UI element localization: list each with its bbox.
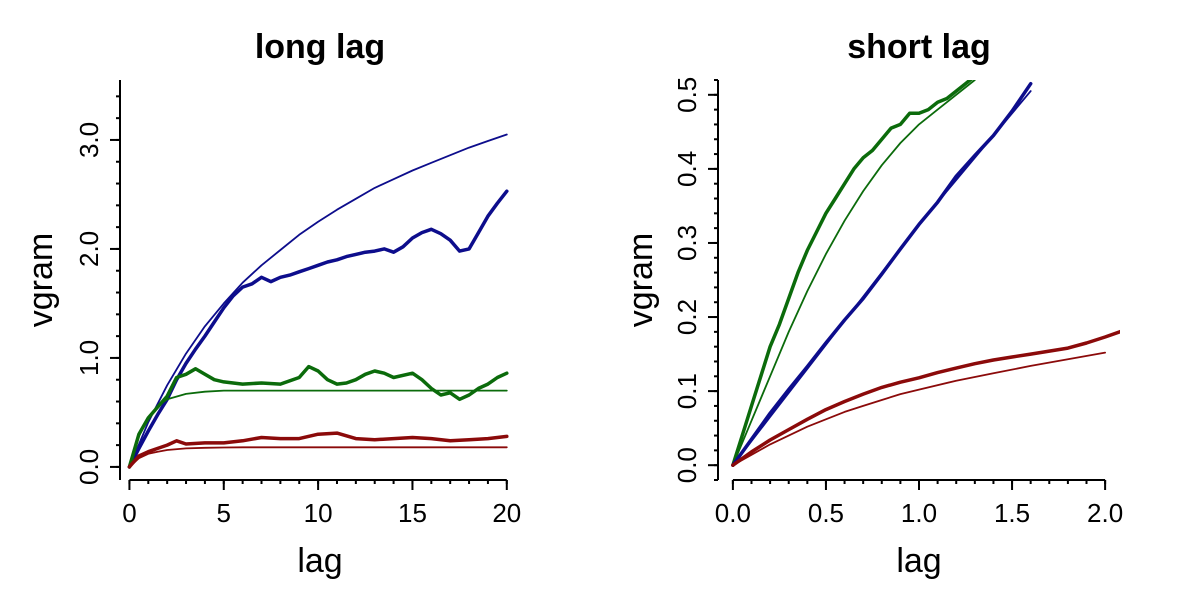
y-tick-label: 0.4 [672, 151, 702, 187]
y-tick-label: 0.3 [672, 225, 702, 261]
x-tick-label: 15 [398, 498, 427, 528]
panel-long-lag: long lag lag vgram 0.0 1.0 2.0 3.0 0 5 10 15 20 [22, 28, 521, 580]
series-red-model-line [128, 446, 508, 468]
series-blue-model-line [128, 133, 508, 468]
x-axis-label: lag [297, 542, 342, 580]
series-blue-model-line [732, 90, 1032, 467]
series-green-model-line [732, 80, 976, 467]
x-tick-label: 0 [122, 498, 136, 528]
tick-layer: 0.0 0.1 0.2 0.3 0.4 0.5 0.0 0.5 1.0 1.5 2.0 [672, 77, 1123, 528]
series-green-empirical-line [731, 80, 973, 467]
series-red-model-line [732, 351, 1106, 467]
series-blue-empirical-line [127, 189, 509, 469]
chart-title: long lag [255, 28, 385, 66]
series-layer [731, 80, 1120, 467]
series-layer [127, 133, 509, 469]
chart-title: short lag [847, 28, 991, 66]
x-tick-label: 20 [492, 498, 521, 528]
y-tick-label: 3.0 [74, 122, 104, 158]
x-tick-label: 0.0 [715, 498, 751, 528]
y-tick-label: 0.5 [672, 77, 702, 113]
x-tick-label: 2.0 [1087, 498, 1123, 528]
x-tick-label: 1.5 [994, 498, 1030, 528]
x-tick-label: 10 [304, 498, 333, 528]
y-tick-label: 0.0 [672, 447, 702, 483]
y-tick-label: 0.0 [74, 449, 104, 485]
series-blue-empirical-line [731, 81, 1033, 467]
y-tick-label: 2.0 [74, 231, 104, 267]
series-green-model-line [128, 389, 508, 468]
y-axis-label: vgram [622, 233, 660, 327]
x-axis-label: lag [896, 542, 941, 580]
x-tick-label: 0.5 [808, 498, 844, 528]
series-red-empirical-line [127, 431, 509, 469]
y-axis-label: vgram [22, 233, 60, 327]
panel-short-lag: short lag lag vgram 0.00.10.20.30.40.50.… [622, 28, 1123, 580]
x-tick-label: 1.0 [901, 498, 937, 528]
x-tick-label: 5 [217, 498, 231, 528]
tick-layer: 0.0 1.0 2.0 3.0 0 5 10 15 20 [74, 80, 521, 528]
series-green-empirical-line [127, 364, 509, 469]
y-tick-label: 0.1 [672, 373, 702, 409]
series-red-empirical-line [731, 329, 1120, 467]
y-tick-label: 1.0 [74, 340, 104, 376]
y-tick-label: 0.2 [672, 299, 702, 335]
